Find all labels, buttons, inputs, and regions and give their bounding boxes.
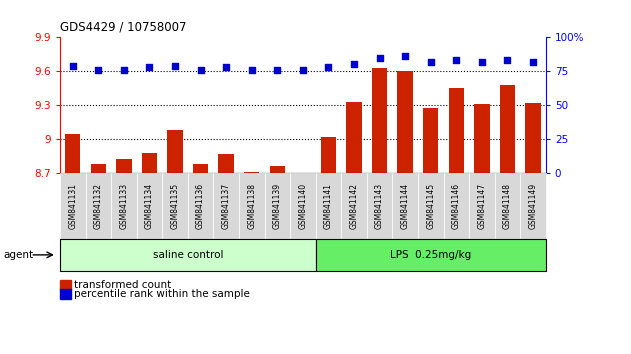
Text: GSM841139: GSM841139 <box>273 183 282 229</box>
Text: GSM841138: GSM841138 <box>247 183 256 229</box>
Text: transformed count: transformed count <box>74 280 171 290</box>
Bar <box>321 137 336 173</box>
Text: GSM841146: GSM841146 <box>452 183 461 229</box>
Bar <box>526 103 541 173</box>
Point <box>298 67 308 73</box>
Text: GSM841141: GSM841141 <box>324 183 333 229</box>
Text: GSM841133: GSM841133 <box>119 183 128 229</box>
Point <box>400 53 410 59</box>
Bar <box>193 164 208 173</box>
Text: GSM841132: GSM841132 <box>94 183 103 229</box>
Text: LPS  0.25mg/kg: LPS 0.25mg/kg <box>390 250 471 260</box>
Point <box>375 55 385 61</box>
Text: GSM841137: GSM841137 <box>221 183 231 229</box>
Point <box>528 59 538 64</box>
Point <box>119 67 129 73</box>
Point <box>349 62 359 67</box>
Bar <box>449 88 464 173</box>
Point <box>68 63 78 69</box>
Bar <box>91 164 106 173</box>
Bar <box>116 159 131 173</box>
Point <box>451 57 461 63</box>
Bar <box>398 71 413 173</box>
Point <box>196 67 206 73</box>
Point <box>170 63 180 69</box>
Point <box>221 64 231 70</box>
Bar <box>500 85 515 173</box>
Bar <box>372 68 387 173</box>
Point <box>426 59 436 64</box>
Point <box>247 67 257 73</box>
Text: GSM841148: GSM841148 <box>503 183 512 229</box>
Bar <box>218 154 234 173</box>
Point <box>272 67 282 73</box>
Text: agent: agent <box>3 250 33 260</box>
Point <box>324 64 334 70</box>
Bar <box>142 153 157 173</box>
Text: GSM841147: GSM841147 <box>478 183 487 229</box>
Text: GSM841144: GSM841144 <box>401 183 410 229</box>
Text: GSM841143: GSM841143 <box>375 183 384 229</box>
Text: GSM841131: GSM841131 <box>68 183 77 229</box>
Bar <box>269 166 285 173</box>
Text: GSM841145: GSM841145 <box>427 183 435 229</box>
Text: GDS4429 / 10758007: GDS4429 / 10758007 <box>60 21 186 34</box>
Text: GSM841142: GSM841142 <box>350 183 358 229</box>
Point <box>502 57 512 63</box>
Text: saline control: saline control <box>153 250 223 260</box>
Text: GSM841149: GSM841149 <box>529 183 538 229</box>
Bar <box>244 172 259 173</box>
Point <box>477 59 487 64</box>
Bar <box>346 102 362 173</box>
Text: GSM841134: GSM841134 <box>145 183 154 229</box>
Text: GSM841135: GSM841135 <box>170 183 179 229</box>
Text: percentile rank within the sample: percentile rank within the sample <box>74 289 250 299</box>
Point <box>93 67 103 73</box>
Text: GSM841140: GSM841140 <box>298 183 307 229</box>
Point <box>144 64 155 70</box>
Bar <box>167 130 183 173</box>
Bar <box>423 108 439 173</box>
Bar <box>475 104 490 173</box>
Bar <box>65 134 80 173</box>
Text: GSM841136: GSM841136 <box>196 183 205 229</box>
